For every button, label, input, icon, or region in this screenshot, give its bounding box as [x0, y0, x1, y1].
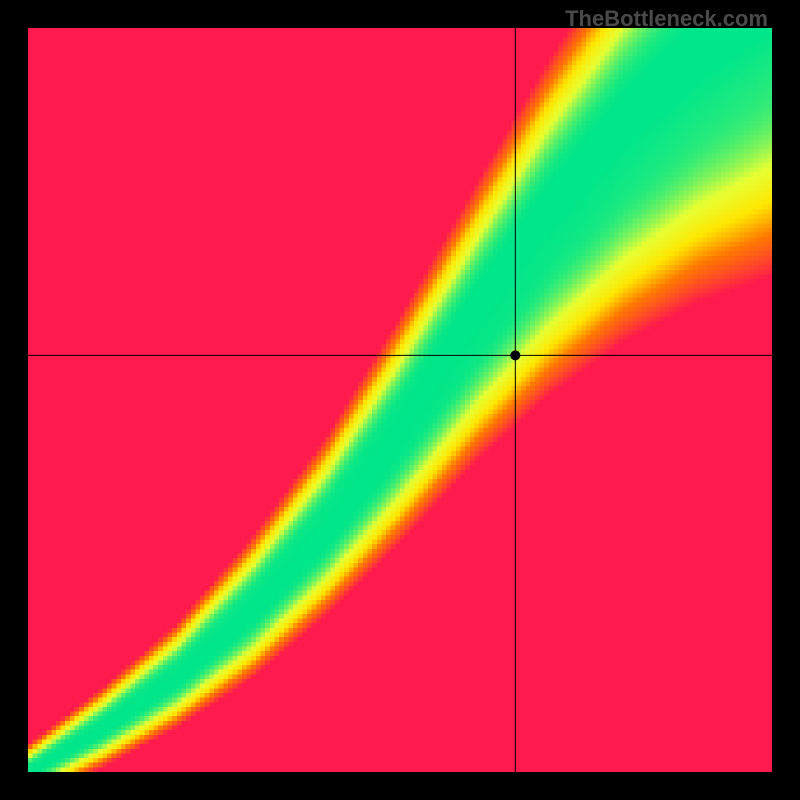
watermark-text: TheBottleneck.com [565, 6, 768, 32]
chart-container: TheBottleneck.com [0, 0, 800, 800]
bottleneck-heatmap [28, 28, 772, 772]
